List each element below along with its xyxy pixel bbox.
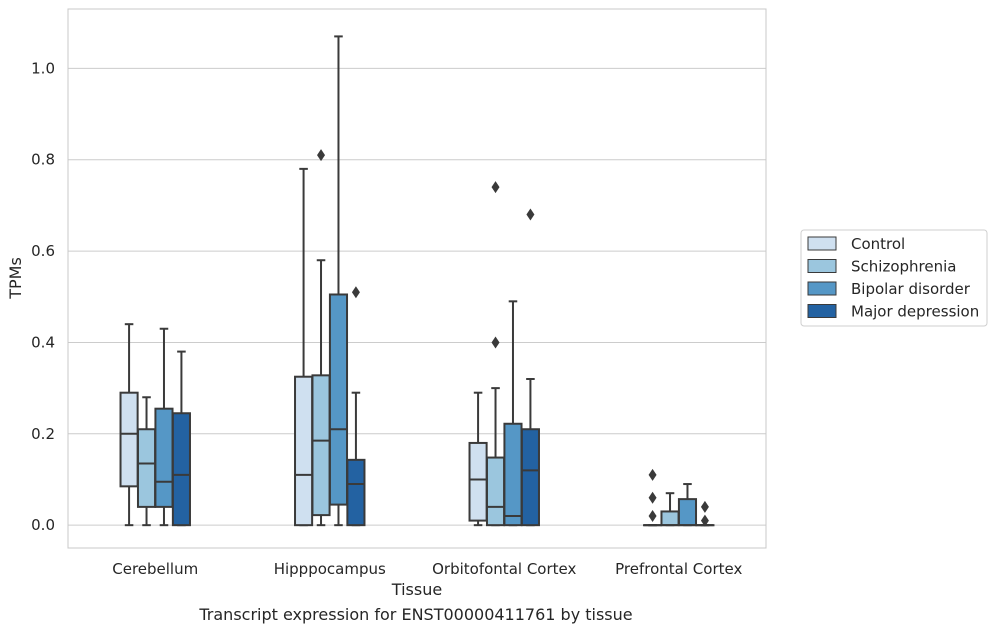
x-tick-label: Orbitofontal Cortex: [432, 560, 576, 578]
y-tick-label: 0.0: [31, 516, 55, 534]
chart-caption: Transcript expression for ENST0000041176…: [199, 605, 633, 624]
box-1-1: [311, 149, 331, 527]
legend-swatch: [807, 281, 837, 296]
box-1-2: [328, 35, 349, 527]
outlier-point: [648, 491, 657, 504]
box-1-0: [294, 167, 314, 527]
box-3-3: [695, 500, 715, 527]
box-body: [294, 375, 314, 527]
outlier-point: [700, 514, 709, 527]
y-tick-labels: 0.0 0.2 0.4 0.6 0.8 1.0: [31, 59, 55, 534]
box-3-2: [677, 483, 698, 527]
box-body: [346, 458, 366, 527]
x-tick-label: Prefrontal Cortex: [615, 560, 742, 578]
x-tick-label: Hipppocampus: [274, 560, 386, 578]
box-0-3: [171, 350, 191, 527]
outlier-point: [491, 181, 500, 194]
legend: Control Schizophrenia Bipolar disorder Majo…: [800, 229, 988, 327]
box-2-1: [485, 181, 506, 527]
box-body: [311, 374, 331, 517]
legend-label: Control: [851, 235, 905, 253]
box-body: [136, 428, 157, 508]
y-tick-label: 0.4: [31, 333, 55, 351]
outlier-point: [526, 208, 535, 221]
box-body: [660, 510, 680, 527]
outlier-point: [648, 468, 657, 481]
legend-swatch: [807, 259, 837, 273]
x-tick-label: Cerebellum: [112, 560, 198, 578]
box-body: [328, 293, 349, 506]
legend-label: Schizophrenia: [851, 258, 956, 276]
y-tick-label: 1.0: [31, 59, 55, 77]
box-3-1: [660, 492, 680, 527]
legend-label: Major depression: [851, 303, 979, 321]
boxes: [119, 35, 715, 527]
box-body: [520, 428, 540, 527]
box-1-3: [346, 286, 366, 527]
outlier-point: [317, 149, 326, 162]
y-tick-label: 0.6: [31, 242, 55, 260]
x-axis-label: Tissue: [391, 580, 442, 599]
box-body: [154, 407, 174, 508]
outlier-point: [700, 500, 709, 513]
box-2-2: [503, 300, 523, 527]
box-body: [677, 498, 698, 527]
box-2-0: [468, 391, 488, 527]
box-3-0: [643, 468, 663, 527]
box-body: [119, 391, 139, 488]
outlier-point: [491, 336, 500, 349]
legend-label: Bipolar disorder: [851, 280, 971, 298]
box-body: [503, 422, 523, 527]
box-0-2: [154, 327, 174, 527]
outlier-point: [648, 510, 657, 523]
plot-frame: [67, 8, 767, 549]
box-body: [485, 456, 506, 527]
y-tick-label: 0.8: [31, 151, 55, 169]
legend-box: [800, 229, 988, 327]
x-tick-labels: Cerebellum Hipppocampus Orbitofontal Corte…: [112, 560, 742, 578]
box-2-3: [520, 208, 540, 527]
y-axis-label: TPMs: [6, 257, 25, 300]
outlier-point: [351, 286, 360, 299]
box-0-1: [136, 396, 157, 527]
legend-swatch: [807, 304, 837, 318]
box-body: [171, 412, 191, 527]
box-0-0: [119, 323, 139, 527]
y-tick-label: 0.2: [31, 425, 55, 443]
legend-swatch: [807, 236, 837, 251]
box-body: [468, 441, 488, 522]
